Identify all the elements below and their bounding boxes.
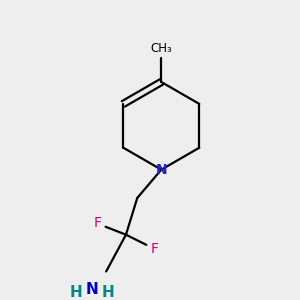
Text: H: H: [70, 285, 83, 300]
Text: N: N: [86, 282, 98, 297]
Text: N: N: [155, 163, 167, 177]
Text: CH₃: CH₃: [150, 42, 172, 55]
Text: H: H: [101, 285, 114, 300]
Text: F: F: [150, 242, 158, 256]
Text: F: F: [94, 216, 102, 230]
